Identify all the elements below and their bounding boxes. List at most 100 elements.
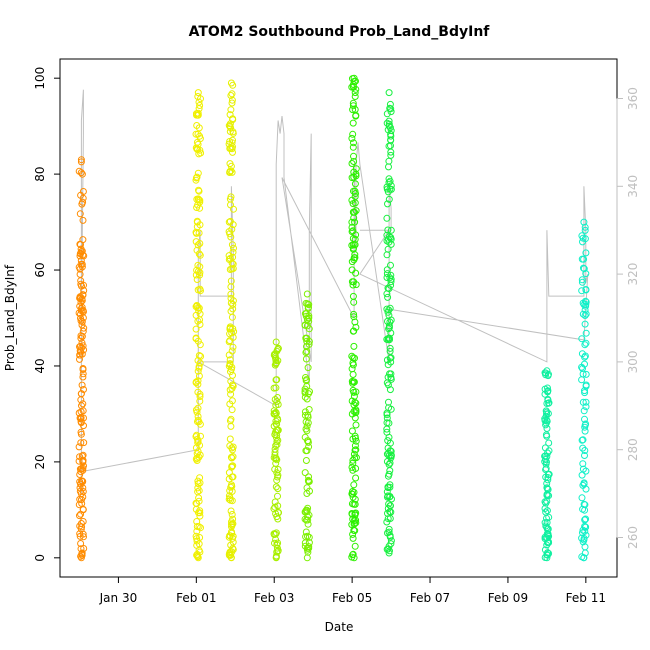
data-point — [230, 205, 237, 213]
data-point — [581, 549, 589, 557]
data-point — [227, 106, 235, 114]
data-point — [196, 271, 204, 279]
data-point — [582, 370, 590, 378]
data-point — [226, 217, 234, 225]
series-1 — [192, 89, 205, 562]
data-point — [78, 549, 86, 557]
y2-tick-label: 300 — [626, 350, 640, 373]
data-point — [352, 519, 360, 527]
data-point — [349, 359, 357, 367]
data-point — [545, 532, 553, 540]
data-point — [386, 100, 394, 108]
data-point — [274, 492, 281, 500]
data-point — [348, 160, 356, 167]
data-point — [274, 471, 282, 479]
data-point — [350, 481, 358, 489]
data-point — [229, 116, 237, 124]
data-point — [387, 281, 395, 289]
data-point — [228, 511, 236, 518]
y2-tick-label: 360 — [626, 87, 640, 110]
data-point — [228, 96, 236, 104]
data-point — [227, 422, 235, 430]
data-point — [305, 543, 313, 551]
data-point — [385, 334, 393, 342]
data-point — [79, 365, 87, 372]
data-point — [77, 156, 85, 164]
data-point — [581, 320, 589, 328]
data-point — [228, 99, 236, 107]
data-point — [348, 241, 356, 249]
data-point — [76, 471, 84, 478]
data-point — [349, 130, 357, 138]
data-point — [543, 485, 551, 493]
data-point — [385, 179, 393, 187]
data-point — [305, 473, 313, 481]
data-point — [544, 471, 552, 479]
data-point — [196, 509, 204, 517]
data-point — [350, 278, 358, 286]
data-point — [193, 173, 201, 181]
data-point — [351, 218, 359, 226]
data-point — [194, 261, 202, 269]
data-point — [301, 321, 309, 329]
data-point — [227, 193, 235, 201]
data-point — [386, 439, 394, 447]
data-point — [543, 507, 551, 515]
data-point — [79, 308, 87, 316]
data-point — [542, 465, 550, 472]
data-point — [194, 477, 202, 485]
data-point — [305, 317, 313, 325]
data-point — [352, 190, 359, 197]
data-point — [77, 314, 84, 322]
data-point — [193, 138, 201, 146]
data-point — [80, 439, 88, 447]
data-point — [196, 196, 204, 204]
data-point — [581, 516, 589, 524]
data-point — [228, 518, 235, 526]
data-point — [348, 224, 356, 231]
data-point — [303, 484, 311, 492]
data-point — [196, 507, 204, 515]
data-point — [578, 494, 586, 502]
data-point — [304, 419, 312, 427]
data-point — [227, 453, 235, 461]
data-point — [302, 425, 310, 433]
data-point — [192, 406, 200, 414]
data-point — [229, 301, 237, 308]
x-tick-label: Jan 30 — [99, 591, 138, 605]
data-point — [229, 443, 237, 451]
data-point — [543, 554, 551, 562]
data-point — [385, 157, 393, 165]
data-point — [349, 200, 357, 208]
data-point — [229, 297, 237, 305]
data-point — [228, 241, 236, 249]
data-point — [193, 246, 201, 254]
data-point — [385, 306, 393, 314]
data-point — [349, 354, 357, 362]
data-point — [387, 226, 395, 234]
data-point — [579, 460, 587, 468]
y-axis-label: Prob_Land_BdyInf — [3, 264, 17, 371]
data-point — [227, 390, 235, 398]
data-point — [76, 487, 84, 495]
data-point — [229, 343, 237, 351]
data-point — [225, 228, 233, 236]
data-point — [303, 290, 311, 298]
data-point — [348, 218, 356, 226]
data-point — [272, 459, 280, 467]
data-point — [193, 217, 201, 225]
data-point — [76, 355, 83, 363]
data-point — [195, 186, 202, 194]
data-point — [272, 338, 280, 346]
data-point — [349, 208, 357, 216]
data-point — [192, 303, 200, 311]
data-point — [192, 325, 200, 333]
data-point — [385, 195, 393, 203]
data-point — [195, 497, 203, 505]
data-point — [578, 376, 586, 384]
data-point — [350, 488, 358, 496]
data-point — [193, 431, 200, 439]
y2-tick-label: 320 — [626, 263, 640, 286]
data-point — [351, 318, 359, 326]
data-point — [383, 274, 391, 281]
